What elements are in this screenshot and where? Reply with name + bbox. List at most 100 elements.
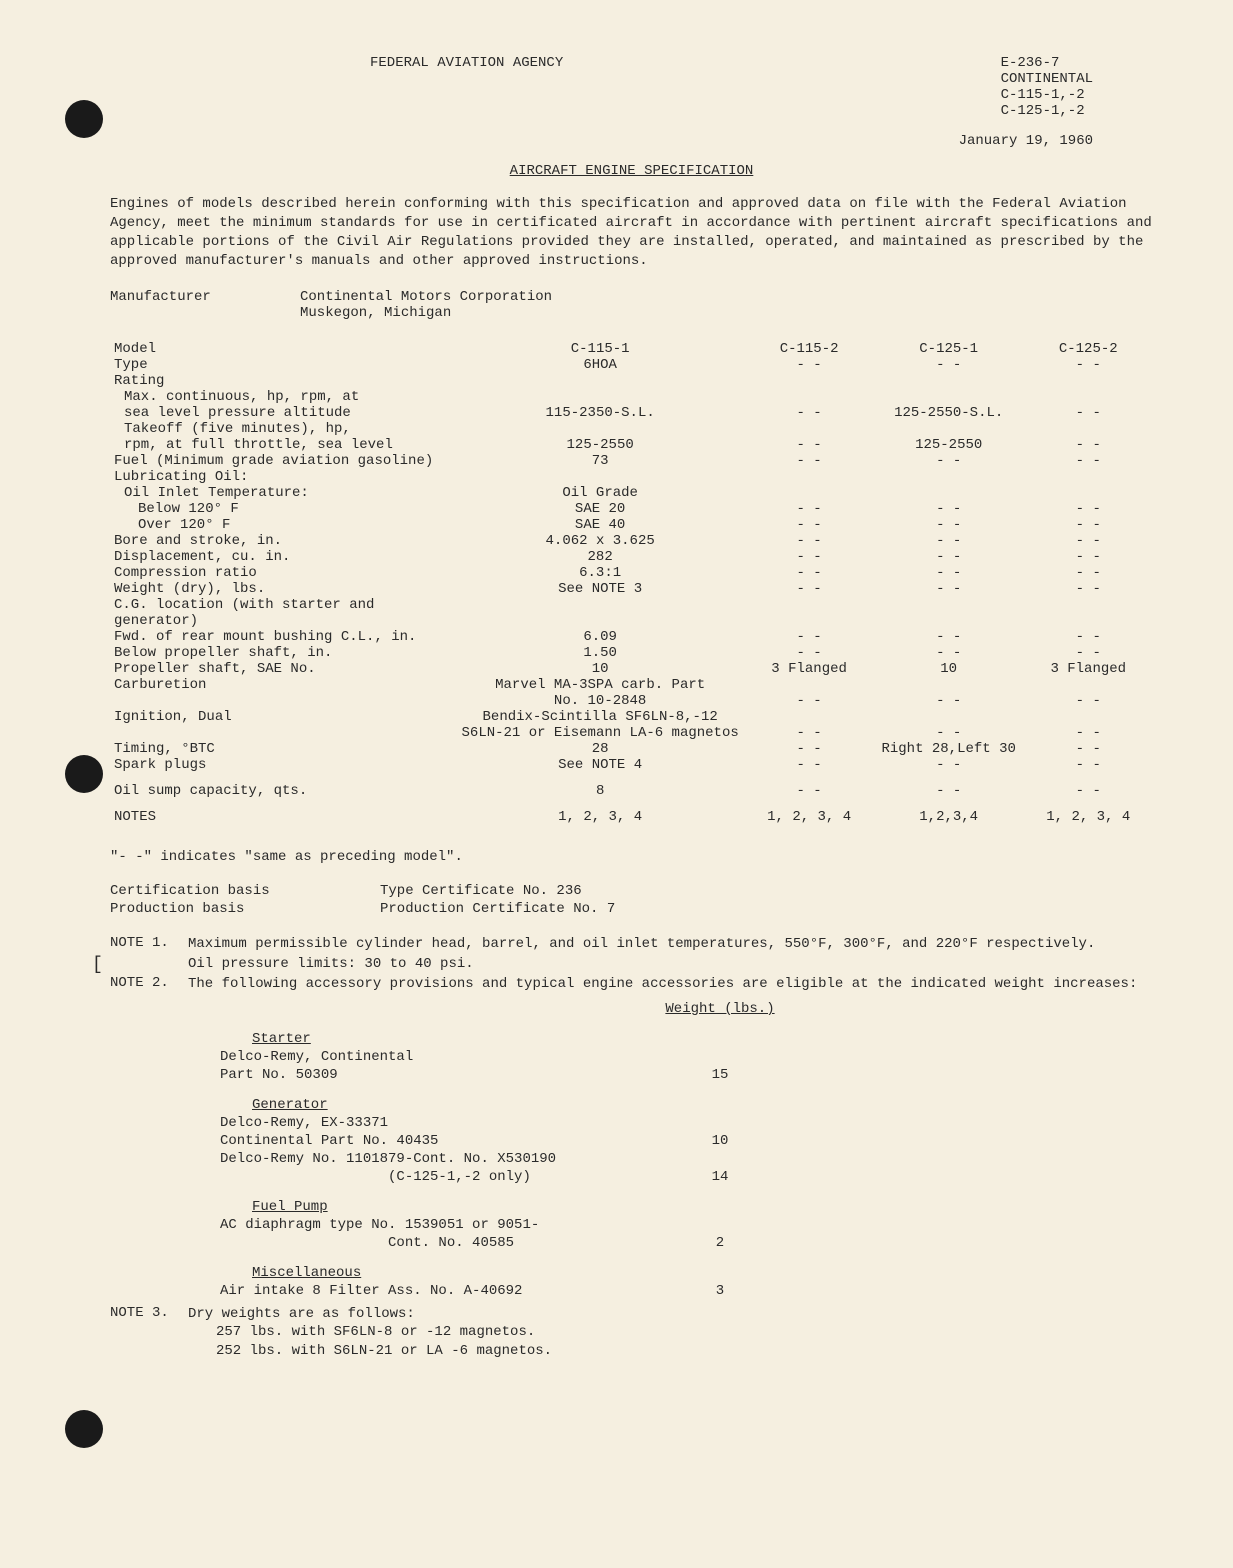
acc-row: Continental Part No. 4043510 — [212, 1133, 798, 1149]
acc-row: AC diaphragm type No. 1539051 or 9051- — [212, 1217, 798, 1233]
spec-row: Fuel (Minimum grade aviation gasoline)73… — [110, 453, 1153, 469]
spec-value: - - — [744, 693, 873, 709]
acc-desc: (C-125-1,-2 only) — [212, 1169, 640, 1185]
spec-label: Oil sump capacity, qts. — [110, 783, 456, 809]
spec-value: - - — [1024, 757, 1153, 783]
acc-header — [212, 1001, 640, 1017]
spec-label: Below 120° F — [110, 501, 456, 517]
note-body: Dry weights are as follows: 257 lbs. wit… — [188, 1305, 1153, 1360]
spec-value: - - — [1024, 437, 1153, 453]
spec-label: Carburetion — [110, 677, 456, 693]
note-body: Oil pressure limits: 30 to 40 psi. — [188, 955, 1153, 973]
spec-value — [874, 709, 1024, 725]
spec-value — [456, 421, 745, 437]
acc-row: Part No. 5030915 — [212, 1067, 798, 1083]
header-row: FEDERAL AVIATION AGENCY E-236-7 CONTINEN… — [110, 55, 1153, 119]
spec-value: - - — [744, 581, 873, 597]
spec-value: - - — [874, 629, 1024, 645]
spec-value — [1024, 389, 1153, 405]
spec-value: 10 — [456, 661, 745, 677]
spec-value — [744, 389, 873, 405]
manufacturer-row: Manufacturer Continental Motors Corporat… — [110, 289, 1153, 321]
cert-label: Production basis — [110, 901, 380, 917]
spec-label: Timing, °BTC — [110, 741, 456, 757]
spec-value: - - — [744, 645, 873, 661]
acc-row: Delco-Remy, Continental — [212, 1049, 798, 1065]
document-page: FEDERAL AVIATION AGENCY E-236-7 CONTINEN… — [0, 0, 1233, 1402]
spec-value: SAE 40 — [456, 517, 745, 533]
spec-value — [456, 389, 745, 405]
note-label: NOTE 3. — [110, 1305, 188, 1360]
spec-value: See NOTE 3 — [456, 581, 745, 597]
manufacturer-location: Muskegon, Michigan — [300, 305, 552, 321]
spec-value: C-115-1 — [456, 341, 745, 357]
spec-label: Model — [110, 341, 456, 357]
spec-value: 8 — [456, 783, 745, 809]
spec-value: - - — [1024, 725, 1153, 741]
spec-row: C.G. location (with starter and generato… — [110, 597, 1153, 629]
spec-row: Timing, °BTC28- -Right 28,Left 30- - — [110, 741, 1153, 757]
spec-value — [456, 469, 745, 485]
spec-value: 3 Flanged — [744, 661, 873, 677]
spec-label: rpm, at full throttle, sea level — [110, 437, 456, 453]
spec-label: Ignition, Dual — [110, 709, 456, 725]
cert-label: Certification basis — [110, 883, 380, 899]
spec-value: - - — [744, 757, 873, 783]
spec-value: - - — [744, 629, 873, 645]
note-body: The following accessory provisions and t… — [188, 975, 1153, 993]
spec-value: See NOTE 4 — [456, 757, 745, 783]
acc-desc: Air intake 8 Filter Ass. No. A-40692 — [212, 1283, 640, 1299]
spec-value: - - — [1024, 565, 1153, 581]
spec-value: - - — [1024, 357, 1153, 373]
doc-id-line: CONTINENTAL — [1001, 71, 1093, 87]
spec-value: 125-2550-S.L. — [874, 405, 1024, 421]
spec-value — [1024, 709, 1153, 725]
spec-row: Takeoff (five minutes), hp, — [110, 421, 1153, 437]
spec-label: Fuel (Minimum grade aviation gasoline) — [110, 453, 456, 469]
spec-value: 3 Flanged — [1024, 661, 1153, 677]
spec-row: Type6HOA- -- -- - — [110, 357, 1153, 373]
note-label: NOTE 1. — [110, 935, 188, 953]
acc-group-title-row: Miscellaneous — [212, 1265, 798, 1281]
acc-weight: 3 — [642, 1283, 798, 1299]
spec-value: 73 — [456, 453, 745, 469]
acc-row: (C-125-1,-2 only)14 — [212, 1169, 798, 1185]
spec-value: - - — [1024, 405, 1153, 421]
spec-value: 1, 2, 3, 4 — [456, 809, 745, 835]
note-body: Maximum permissible cylinder head, barre… — [188, 935, 1153, 953]
spec-value — [1024, 597, 1153, 629]
spec-value — [456, 597, 745, 629]
spec-label: Over 120° F — [110, 517, 456, 533]
note-3-line: 252 lbs. with S6LN-21 or LA -6 magnetos. — [188, 1342, 1153, 1360]
spec-row: CarburetionMarvel MA-3SPA carb. Part — [110, 677, 1153, 693]
spec-value: - - — [744, 565, 873, 581]
spec-value: - - — [744, 501, 873, 517]
document-title: AIRCRAFT ENGINE SPECIFICATION — [110, 163, 1153, 179]
acc-row: Delco-Remy, EX-33371 — [212, 1115, 798, 1131]
spec-label: Displacement, cu. in. — [110, 549, 456, 565]
spec-value — [874, 677, 1024, 693]
spec-label: NOTES — [110, 809, 456, 835]
spec-value: - - — [874, 783, 1024, 809]
spec-row: Propeller shaft, SAE No.103 Flanged103 F… — [110, 661, 1153, 677]
spec-row: Ignition, DualBendix-Scintilla SF6LN-8,-… — [110, 709, 1153, 725]
spec-value: 28 — [456, 741, 745, 757]
spec-value: - - — [1024, 693, 1153, 709]
acc-weight: 14 — [642, 1169, 798, 1185]
spec-label: Propeller shaft, SAE No. — [110, 661, 456, 677]
spec-row: Rating — [110, 373, 1153, 389]
acc-weight — [642, 1049, 798, 1065]
spec-value: - - — [1024, 629, 1153, 645]
spec-value: - - — [874, 453, 1024, 469]
spec-value: - - — [874, 565, 1024, 581]
spec-value: Marvel MA-3SPA carb. Part — [456, 677, 745, 693]
spec-value: 1.50 — [456, 645, 745, 661]
spec-row: sea level pressure altitude115-2350-S.L.… — [110, 405, 1153, 421]
spec-value — [744, 469, 873, 485]
spec-label: Lubricating Oil: — [110, 469, 456, 485]
spec-value: - - — [874, 533, 1024, 549]
spec-value: 1,2,3,4 — [874, 809, 1024, 835]
spec-value — [744, 421, 873, 437]
doc-id-line: C-115-1,-2 — [1001, 87, 1093, 103]
spec-value: - - — [744, 725, 873, 741]
